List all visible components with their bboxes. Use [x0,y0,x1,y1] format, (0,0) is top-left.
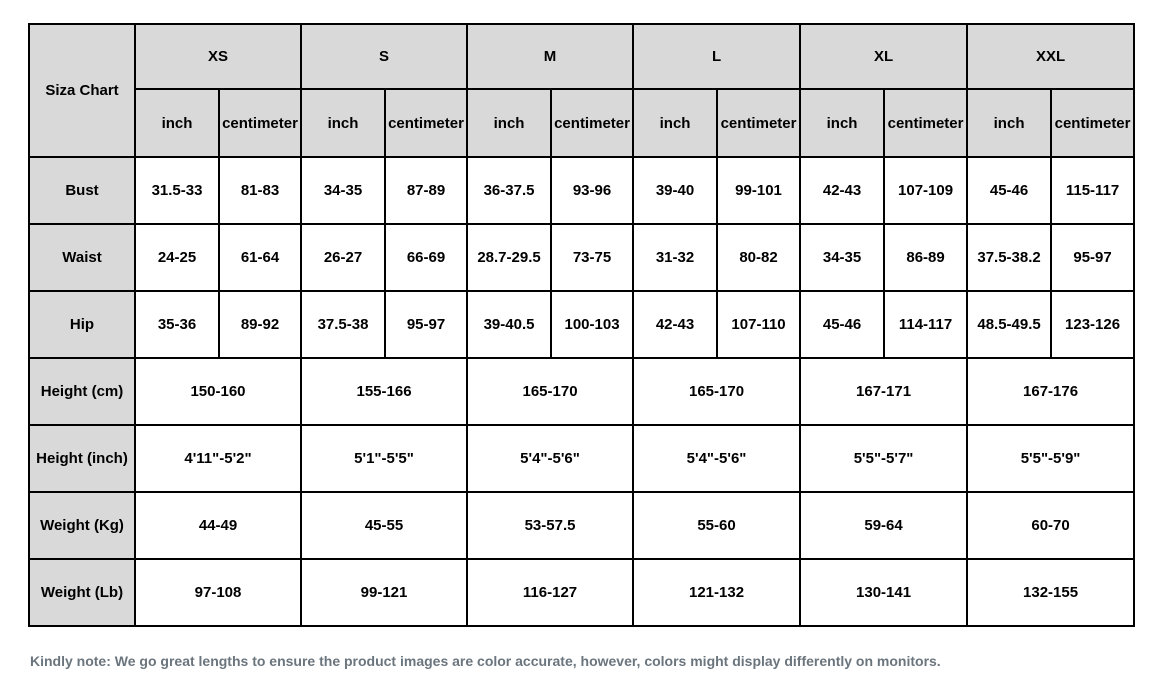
cell-hip-xs-inch: 35-36 [134,290,220,359]
cell-bust-xl-inch: 42-43 [799,156,886,225]
cell-hip-xl-inch: 45-46 [799,290,886,359]
unit-header-inch-xs: inch [134,88,220,158]
cell-weight-lb-xl: 130-141 [799,558,969,627]
cell-waist-xl-cm: 86-89 [883,223,969,292]
cell-hip-s-inch: 37.5-38 [300,290,387,359]
unit-header-inch-xxl: inch [966,88,1053,158]
color-accuracy-note: Kindly note: We go great lengths to ensu… [30,653,941,669]
cell-waist-s-inch: 26-27 [300,223,387,292]
size-header-m: M [466,23,635,90]
row-label-bust: Bust [28,156,136,225]
cell-weight-kg-l: 55-60 [632,491,802,560]
cell-height-cm-m: 165-170 [466,357,635,426]
cell-bust-xl-cm: 107-109 [883,156,969,225]
size-header-xl: XL [799,23,969,90]
cell-waist-m-inch: 28.7-29.5 [466,223,553,292]
unit-header-cm-xl: centimeter [883,88,969,158]
cell-bust-m-cm: 93-96 [550,156,635,225]
row-label-height-cm: Height (cm) [28,357,136,426]
cell-waist-l-cm: 80-82 [716,223,802,292]
cell-waist-m-cm: 73-75 [550,223,635,292]
cell-bust-xs-inch: 31.5-33 [134,156,220,225]
cell-hip-xxl-cm: 123-126 [1050,290,1136,359]
cell-hip-xxl-inch: 48.5-49.5 [966,290,1053,359]
cell-height-inch-xs: 4'11"-5'2" [133,424,303,493]
cell-height-cm-xl: 167-171 [799,357,969,426]
unit-header-cm-s: centimeter [384,88,469,158]
cell-waist-l-inch: 31-32 [632,223,719,292]
cell-weight-kg-xl: 59-64 [799,491,969,560]
cell-hip-l-inch: 42-43 [632,290,719,359]
size-header-l: L [632,23,802,90]
table-row-height-cm: Height (cm) 150-160 155-166 165-170 165-… [28,357,1136,426]
row-label-hip: Hip [28,290,136,359]
cell-height-cm-l: 165-170 [632,357,802,426]
cell-height-cm-xs: 150-160 [133,357,303,426]
size-header-row: Siza Chart XS S M L XL XXL [28,23,1136,158]
cell-bust-l-inch: 39-40 [632,156,719,225]
cell-height-inch-m: 5'4"-5'6" [466,424,635,493]
size-header-xxl: XXL [966,23,1136,90]
cell-hip-l-cm: 107-110 [716,290,802,359]
cell-hip-xs-cm: 89-92 [217,290,303,359]
unit-header-inch-m: inch [466,88,553,158]
unit-header-inch-s: inch [300,88,387,158]
row-label-weight-lb: Weight (Lb) [28,558,136,627]
row-label-weight-kg: Weight (Kg) [28,491,136,560]
cell-bust-xxl-inch: 45-46 [966,156,1053,225]
size-header-s: S [300,23,469,90]
cell-weight-lb-s: 99-121 [300,558,469,627]
unit-header-inch-xl: inch [799,88,886,158]
unit-header-row: inch centimeter inch centimeter inch cen… [29,88,1136,158]
cell-weight-lb-l: 121-132 [632,558,802,627]
unit-header-cm-m: centimeter [550,88,635,158]
cell-weight-kg-s: 45-55 [300,491,469,560]
table-row-bust: Bust 31.5-33 81-83 34-35 87-89 36-37.5 9… [28,156,1136,225]
cell-bust-m-inch: 36-37.5 [466,156,553,225]
cell-bust-xs-cm: 81-83 [217,156,303,225]
unit-header-inch-l: inch [632,88,719,158]
size-chart-table: Siza Chart XS S M L XL XXL inch centimet… [28,23,1136,627]
row-label-height-inch: Height (inch) [28,424,136,493]
table-row-weight-lb: Weight (Lb) 97-108 99-121 116-127 121-13… [28,558,1136,627]
cell-bust-s-cm: 87-89 [384,156,469,225]
cell-weight-lb-xs: 97-108 [133,558,303,627]
cell-weight-kg-m: 53-57.5 [466,491,635,560]
table-row-height-inch: Height (inch) 4'11"-5'2" 5'1"-5'5" 5'4"-… [28,424,1136,493]
cell-height-cm-xxl: 167-176 [966,357,1136,426]
cell-weight-lb-m: 116-127 [466,558,635,627]
cell-waist-xxl-inch: 37.5-38.2 [966,223,1053,292]
table-row-hip: Hip 35-36 89-92 37.5-38 95-97 39-40.5 10… [28,290,1136,359]
cell-waist-xxl-cm: 95-97 [1050,223,1136,292]
cell-waist-s-cm: 66-69 [384,223,469,292]
table-row-weight-kg: Weight (Kg) 44-49 45-55 53-57.5 55-60 59… [28,491,1136,560]
cell-hip-s-cm: 95-97 [384,290,469,359]
cell-height-inch-s: 5'1"-5'5" [300,424,469,493]
cell-weight-kg-xs: 44-49 [133,491,303,560]
size-header-xs: XS [133,23,303,90]
table-row-waist: Waist 24-25 61-64 26-27 66-69 28.7-29.5 … [28,223,1136,292]
cell-weight-lb-xxl: 132-155 [966,558,1136,627]
cell-height-inch-l: 5'4"-5'6" [632,424,802,493]
cell-hip-m-cm: 100-103 [550,290,635,359]
chart-title-cell: Siza Chart [28,23,136,158]
unit-header-cm-l: centimeter [716,88,802,158]
cell-hip-xl-cm: 114-117 [883,290,969,359]
cell-waist-xs-inch: 24-25 [134,223,220,292]
cell-hip-m-inch: 39-40.5 [466,290,553,359]
cell-bust-s-inch: 34-35 [300,156,387,225]
cell-height-cm-s: 155-166 [300,357,469,426]
unit-header-cm-xxl: centimeter [1050,88,1136,158]
cell-height-inch-xl: 5'5"-5'7" [799,424,969,493]
row-label-waist: Waist [28,223,136,292]
cell-bust-xxl-cm: 115-117 [1050,156,1136,225]
cell-waist-xl-inch: 34-35 [799,223,886,292]
cell-height-inch-xxl: 5'5"-5'9" [966,424,1136,493]
cell-weight-kg-xxl: 60-70 [966,491,1136,560]
cell-bust-l-cm: 99-101 [716,156,802,225]
cell-waist-xs-cm: 61-64 [217,223,303,292]
unit-header-cm-xs: centimeter [217,88,303,158]
